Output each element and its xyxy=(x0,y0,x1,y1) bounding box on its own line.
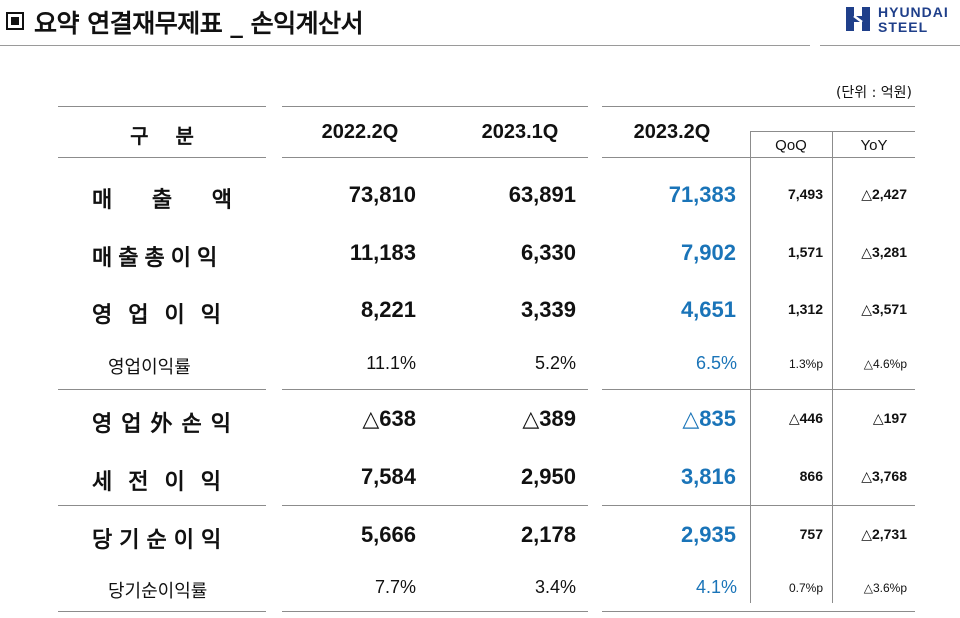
value-2022-2q: 73,810 xyxy=(348,182,416,207)
value-2023-1q: △389 xyxy=(522,406,576,431)
qoq-left-border xyxy=(750,131,751,603)
value-qoq: △446 xyxy=(788,410,823,426)
value-yoy: △3.6%p xyxy=(863,581,907,595)
header-top-rule xyxy=(602,106,915,107)
square-bullet-icon xyxy=(6,12,24,30)
value-2022-2q: 11,183 xyxy=(349,240,416,265)
logo-text-line2: STEEL xyxy=(878,19,929,35)
value-yoy: △3,768 xyxy=(861,468,907,484)
row-label: 세전이익 xyxy=(92,470,237,495)
value-2023-2q: 2,935 xyxy=(680,522,736,547)
value-2023-2q: 3,816 xyxy=(680,464,736,489)
value-2023-2q: △835 xyxy=(682,406,736,431)
logo-text-line1: HYUNDAI xyxy=(878,4,949,20)
page-title-text: 요약 연결재무제표 _ 손익계산서 xyxy=(34,9,364,38)
header-2023-1q: 2023.1Q xyxy=(481,121,559,143)
value-2022-2q: 7.7% xyxy=(374,577,416,597)
value-yoy: △3,281 xyxy=(861,244,907,260)
table-bottom-rule xyxy=(602,611,915,612)
value-qoq: 1,312 xyxy=(787,301,823,317)
value-2023-2q: 7,902 xyxy=(680,240,736,265)
header-bottom-rule xyxy=(58,157,266,158)
value-2023-1q: 63,891 xyxy=(508,182,576,207)
section-divider xyxy=(282,389,588,390)
table-bottom-rule xyxy=(58,611,266,612)
value-yoy: △3,571 xyxy=(861,301,907,317)
header-qoq: QoQ xyxy=(775,137,807,154)
value-2022-2q: 7,584 xyxy=(360,464,416,489)
title-divider-right xyxy=(820,45,960,46)
value-qoq: 7,493 xyxy=(787,186,823,202)
value-qoq: 0.7%p xyxy=(788,581,823,595)
row-label: 당기순이익률 xyxy=(108,581,208,602)
section-divider xyxy=(602,389,915,390)
value-2022-2q: 5,666 xyxy=(360,522,416,547)
value-qoq: 866 xyxy=(799,468,823,484)
value-2022-2q: 11.1% xyxy=(366,353,416,373)
value-2022-2q: △638 xyxy=(362,406,416,431)
value-yoy: △2,731 xyxy=(861,526,907,542)
section-divider xyxy=(58,505,266,506)
page-title: 요약 연결재무제표 _ 손익계산서 xyxy=(6,4,364,40)
value-qoq: 1.3%p xyxy=(788,357,823,371)
value-2023-1q: 6,330 xyxy=(520,240,576,265)
hyundai-steel-logo: HYUNDAI STEEL xyxy=(844,4,956,36)
row-label: 당기순이익 xyxy=(92,528,229,553)
hyundai-steel-h-icon xyxy=(846,7,870,31)
value-2023-2q: 6.5% xyxy=(695,353,737,373)
row-label: 매출총이익 xyxy=(92,246,224,271)
value-yoy: △2,427 xyxy=(861,186,907,202)
value-2023-1q: 3,339 xyxy=(520,297,576,322)
header-category: 구 분 xyxy=(130,124,194,148)
row-label: 매 출 액 xyxy=(92,188,249,213)
qoq-yoy-divider xyxy=(832,131,833,603)
header-bottom-rule xyxy=(602,157,750,158)
header-top-rule xyxy=(282,106,588,107)
header-2023-2q: 2023.2Q xyxy=(633,121,711,143)
value-2023-2q: 71,383 xyxy=(668,182,736,207)
value-2022-2q: 8,221 xyxy=(360,297,416,322)
row-label: 영업外손익 xyxy=(92,412,240,437)
header-2022-2q: 2022.2Q xyxy=(321,121,399,143)
value-2023-1q: 3.4% xyxy=(534,577,576,597)
row-label: 영업이익 xyxy=(92,303,237,328)
value-2023-2q: 4,651 xyxy=(680,297,736,322)
value-2023-1q: 2,950 xyxy=(520,464,576,489)
table-bottom-rule xyxy=(282,611,588,612)
header-yoy: YoY xyxy=(860,137,888,154)
unit-note: (단위 : 억원) xyxy=(835,85,912,101)
value-2023-1q: 2,178 xyxy=(520,522,576,547)
section-divider xyxy=(602,505,915,506)
header-top-rule xyxy=(58,106,266,107)
header-bottom-rule xyxy=(282,157,588,158)
value-yoy: △197 xyxy=(872,410,907,426)
section-divider xyxy=(58,389,266,390)
value-2023-1q: 5.2% xyxy=(534,353,576,373)
row-label: 영업이익률 xyxy=(108,357,191,378)
value-qoq: 1,571 xyxy=(787,244,823,260)
value-qoq: 757 xyxy=(799,526,823,542)
value-2023-2q: 4.1% xyxy=(695,577,737,597)
section-divider xyxy=(282,505,588,506)
title-divider xyxy=(0,45,810,46)
value-yoy: △4.6%p xyxy=(863,357,907,371)
